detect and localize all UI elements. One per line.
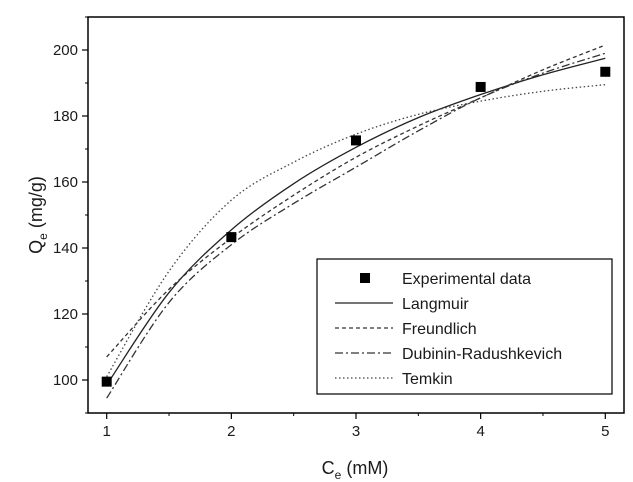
y-tick-label: 120 — [53, 306, 78, 323]
y-tick-label: 100 — [53, 372, 78, 389]
x-tick-label: 5 — [601, 423, 609, 440]
y-tick-label: 200 — [53, 42, 78, 59]
experimental-data-point — [101, 376, 112, 387]
x-axis-title: Ce (mM) — [322, 458, 389, 482]
legend-label-freundlich: Freundlich — [402, 321, 477, 338]
experimental-points — [101, 66, 611, 387]
legend-marker-experimental-data — [360, 273, 370, 283]
y-tick-label: 180 — [53, 108, 78, 125]
legend-label-experimental-data: Experimental data — [402, 271, 531, 288]
y-axis-ticks: 100 120 140 160 180 200 — [53, 16, 88, 414]
x-axis-ticks: 1 2 3 4 5 — [103, 413, 609, 440]
x-tick-label: 4 — [476, 423, 484, 440]
dubinin-radushkevich-curve — [106, 52, 606, 399]
legend-label-langmuir: Langmuir — [402, 296, 469, 313]
freundlich-curve — [106, 44, 606, 358]
y-tick-label: 160 — [53, 174, 78, 191]
experimental-data-point — [226, 232, 237, 243]
x-tick-label: 1 — [103, 423, 111, 440]
legend-label-temkin: Temkin — [402, 371, 453, 388]
temkin-curve — [106, 84, 606, 378]
legend-label-dubinin-radushkevich: Dubinin-Radushkevich — [402, 346, 562, 363]
x-tick-label: 3 — [352, 423, 360, 440]
experimental-data-point — [600, 66, 611, 77]
legend: Experimental data Langmuir Freundlich Dubin… — [316, 258, 613, 395]
experimental-data-point — [351, 135, 361, 146]
x-tick-label: 2 — [227, 423, 235, 440]
y-axis-title: Qe (mg/g) — [26, 176, 50, 254]
y-tick-label: 140 — [53, 240, 78, 257]
experimental-data-point — [475, 81, 486, 92]
fit-curves — [106, 44, 606, 399]
